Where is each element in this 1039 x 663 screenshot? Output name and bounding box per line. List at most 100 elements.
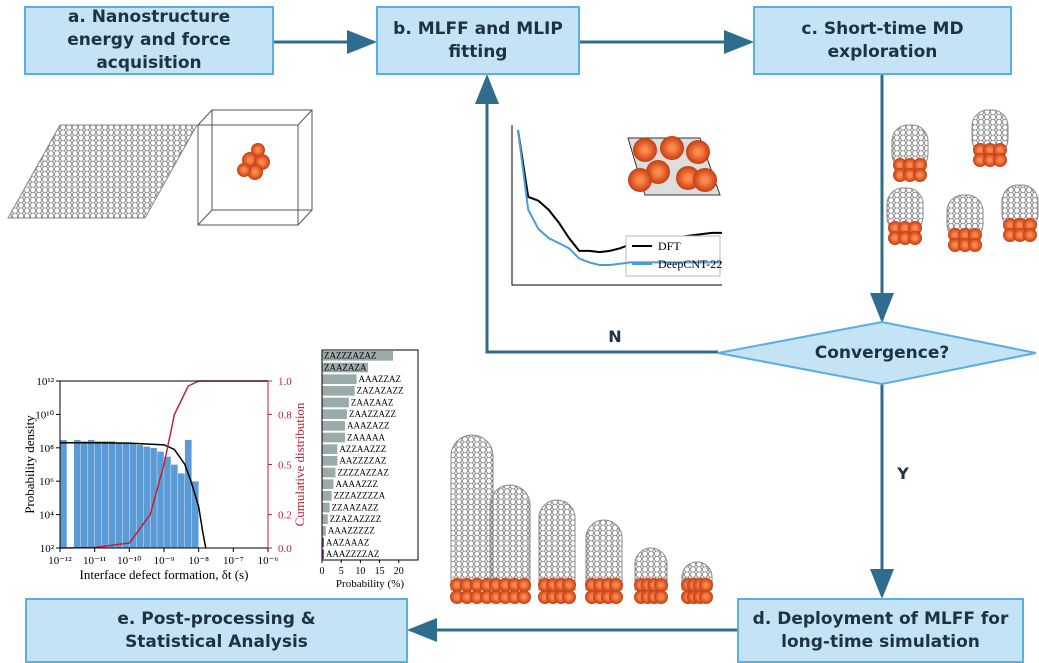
category-label: AAAZAZZ [347,421,390,431]
atom [968,238,982,252]
atom [908,231,922,245]
hist-bar [59,439,68,549]
atom [968,228,982,242]
x-tick-label: 10⁻¹² [48,555,72,567]
hist-bar [73,439,81,549]
x-tick-label: 10⁻¹¹ [83,555,106,567]
graphene [7,124,198,219]
x-tick-label: 10⁻⁷ [223,555,244,567]
atom [460,590,474,604]
atom [993,153,1007,167]
category-label: AAAAZZZ [336,479,379,489]
category-label: AAAZZZZZ [328,526,375,536]
y-tick-label: 10¹² [36,376,54,388]
atom [893,168,907,182]
hist-bar [87,439,95,549]
bar [322,374,357,384]
bar [322,444,338,454]
atom [699,590,713,604]
hist-bar [101,441,109,549]
nanotube [450,434,494,591]
bar [322,491,332,501]
box-structure [197,109,313,226]
hist-bar [80,441,88,549]
category-label: AZZAAZZZ [339,444,386,454]
bar [322,467,336,478]
x-tick-label: 10⁻⁶ [258,555,279,567]
bar [322,351,394,361]
x-tick-label: 5 [339,566,344,577]
category-label: ZAAAAA [347,432,385,442]
hist-bar [94,441,102,549]
atom [654,578,668,592]
hist-bar [163,456,172,549]
atom [699,578,713,592]
x-tick-label: 10⁻¹⁰ [117,555,142,567]
bar [322,421,346,431]
x-tick-label: 10 [355,566,365,577]
category-label: ZAAZZAZZ [349,409,396,419]
x-tick-label: 15 [375,566,385,577]
atom [948,228,962,242]
y2-axis-label: Cumulative distribution [292,402,307,526]
atom [1023,228,1037,242]
legend-label: DFT [658,239,681,253]
node-d: d. Deployment of MLFF for long-time simu… [737,598,1024,663]
bar [322,526,326,536]
decision-label: Convergence? [815,343,950,363]
bar [322,537,324,548]
hist-bar [129,442,137,549]
defect-plot: 10⁻¹² 10⁻¹¹ 10⁻¹⁰ 10⁻⁹ 10⁻⁸ 10⁻⁷ 10⁻⁶ 10² 10⁴ 10⁶… [22,376,307,582]
hist-bar [122,442,130,549]
hist-bar [149,447,158,549]
bar [322,514,328,524]
atom [609,590,623,604]
x-tick-label: 0 [320,566,325,577]
md-clusters [886,109,1039,252]
atom [1013,218,1027,232]
cluster [237,143,270,180]
atom [983,153,997,167]
atom [460,578,474,592]
atom [898,231,912,245]
atom [903,158,917,172]
atom [517,590,531,604]
atom [470,590,484,604]
hist-bar [115,442,123,549]
atom [948,238,962,252]
bar [322,502,330,513]
category-label: ZZAZAZZZZ [330,514,381,524]
energy-line [517,129,722,266]
hist-bar [108,441,116,549]
atom [1003,218,1017,232]
atom [908,221,922,235]
legend-box [625,235,721,277]
category-label: ZZZAZZZZA [334,491,386,501]
y-tick-label: 10¹⁰ [35,409,54,421]
y-tick-label: 10⁴ [39,510,54,522]
atom [958,238,972,252]
y2-tick-label: 0.0 [278,543,292,555]
category-label: AAZZZZAZ [339,456,386,466]
bar [322,397,349,408]
atom [888,221,902,235]
fit-line [60,442,207,549]
atom [903,168,917,182]
category-label: ZZAAZAZZ [332,502,379,512]
bar [322,549,324,559]
category-label: AAZAAAZ [326,537,370,547]
atom [973,153,987,167]
bar [322,409,347,419]
atom [660,136,684,160]
x-tick-label: 20 [394,566,404,577]
category-label: ZAAZAAZ [351,397,394,407]
node-b: b. MLFF and MLIP fitting [376,6,580,75]
atom [973,143,987,157]
category-label: ZAZZZAZAZ [324,351,376,361]
axes [511,125,722,286]
plot-frame [321,349,419,561]
atom [654,590,668,604]
y2-tick-label: 0.2 [278,510,292,522]
category-label: ZAAZAZA [324,362,367,372]
